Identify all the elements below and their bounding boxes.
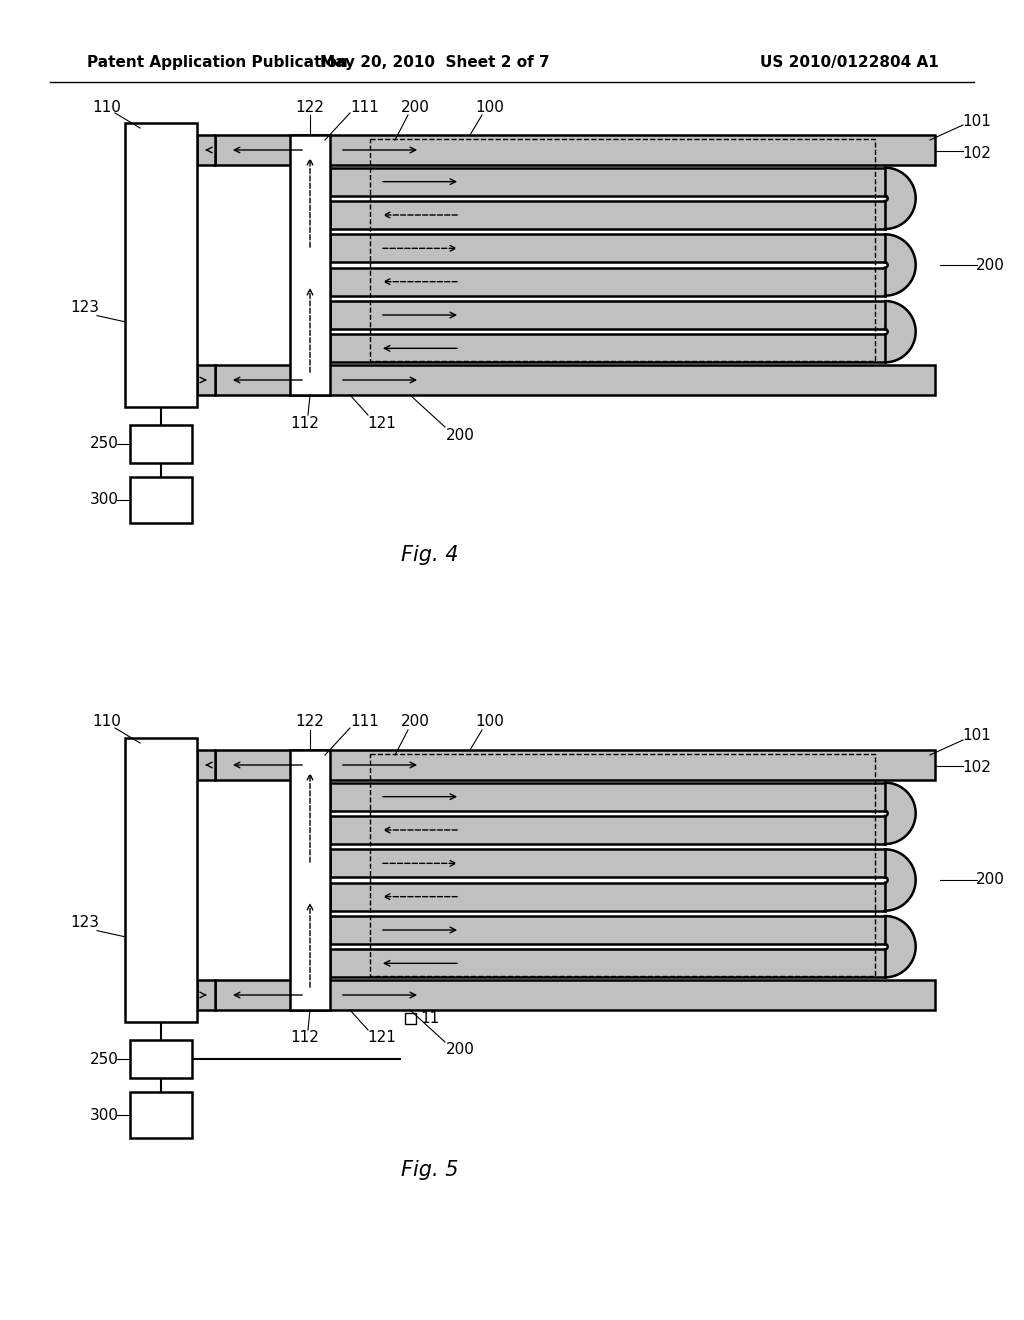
Bar [406,1012,416,1024]
Bar [130,1092,193,1138]
Text: 200: 200 [400,714,429,730]
Text: 122: 122 [296,99,325,115]
Text: 102: 102 [963,145,991,161]
Bar [370,139,874,360]
Text: 111: 111 [350,714,380,730]
Text: 112: 112 [291,1031,319,1045]
Bar [125,123,197,407]
Text: 101: 101 [963,729,991,743]
Text: 101: 101 [963,114,991,128]
Text: 200: 200 [976,873,1005,887]
Bar [125,738,197,1022]
Text: 11: 11 [420,1011,439,1026]
Text: 121: 121 [368,416,396,430]
Text: Patent Application Publication: Patent Application Publication [87,54,348,70]
Bar [130,425,193,463]
Bar [215,750,935,780]
Text: 100: 100 [475,714,505,730]
Bar [330,334,885,362]
Text: 110: 110 [92,99,122,115]
Text: 122: 122 [296,714,325,730]
Text: 123: 123 [71,915,99,931]
Text: 112: 112 [291,416,319,430]
Bar [330,816,885,843]
Bar [215,979,935,1010]
Polygon shape [299,268,330,329]
Text: 110: 110 [92,714,122,730]
Bar [330,168,885,195]
Text: 100: 100 [475,99,505,115]
Polygon shape [299,883,330,944]
Bar [330,301,885,329]
Polygon shape [885,783,915,843]
Polygon shape [885,301,915,362]
Polygon shape [885,849,915,911]
Bar [330,235,885,263]
Text: 111: 111 [350,99,380,115]
Text: 102: 102 [963,760,991,776]
Bar [330,268,885,296]
Bar [130,1040,193,1078]
Text: 121: 121 [368,1031,396,1045]
Bar [130,477,193,523]
Bar [197,135,215,165]
Bar [290,135,330,395]
Polygon shape [885,168,915,228]
Text: 200: 200 [445,1043,474,1057]
Bar [330,883,885,911]
Bar [197,979,215,1010]
Bar [197,750,215,780]
Bar [330,783,885,810]
Text: 200: 200 [976,257,1005,272]
Bar [330,949,885,977]
Polygon shape [885,235,915,296]
Polygon shape [885,916,915,977]
Text: Fig. 4: Fig. 4 [401,545,459,565]
Text: 200: 200 [445,428,474,442]
Text: 300: 300 [89,1107,119,1122]
Bar [330,916,885,944]
Text: Fig. 5: Fig. 5 [401,1160,459,1180]
Bar [197,366,215,395]
Bar [330,201,885,228]
Text: 250: 250 [89,437,119,451]
Text: US 2010/0122804 A1: US 2010/0122804 A1 [760,54,939,70]
Text: 123: 123 [71,300,99,315]
Text: May 20, 2010  Sheet 2 of 7: May 20, 2010 Sheet 2 of 7 [321,54,550,70]
Bar [290,750,330,1010]
Text: 250: 250 [89,1052,119,1067]
Polygon shape [299,201,330,263]
Bar [215,366,935,395]
Text: 300: 300 [89,492,119,507]
Text: 200: 200 [400,99,429,115]
Bar [215,135,935,165]
Bar [330,849,885,878]
Bar [370,754,874,975]
Polygon shape [299,816,330,878]
